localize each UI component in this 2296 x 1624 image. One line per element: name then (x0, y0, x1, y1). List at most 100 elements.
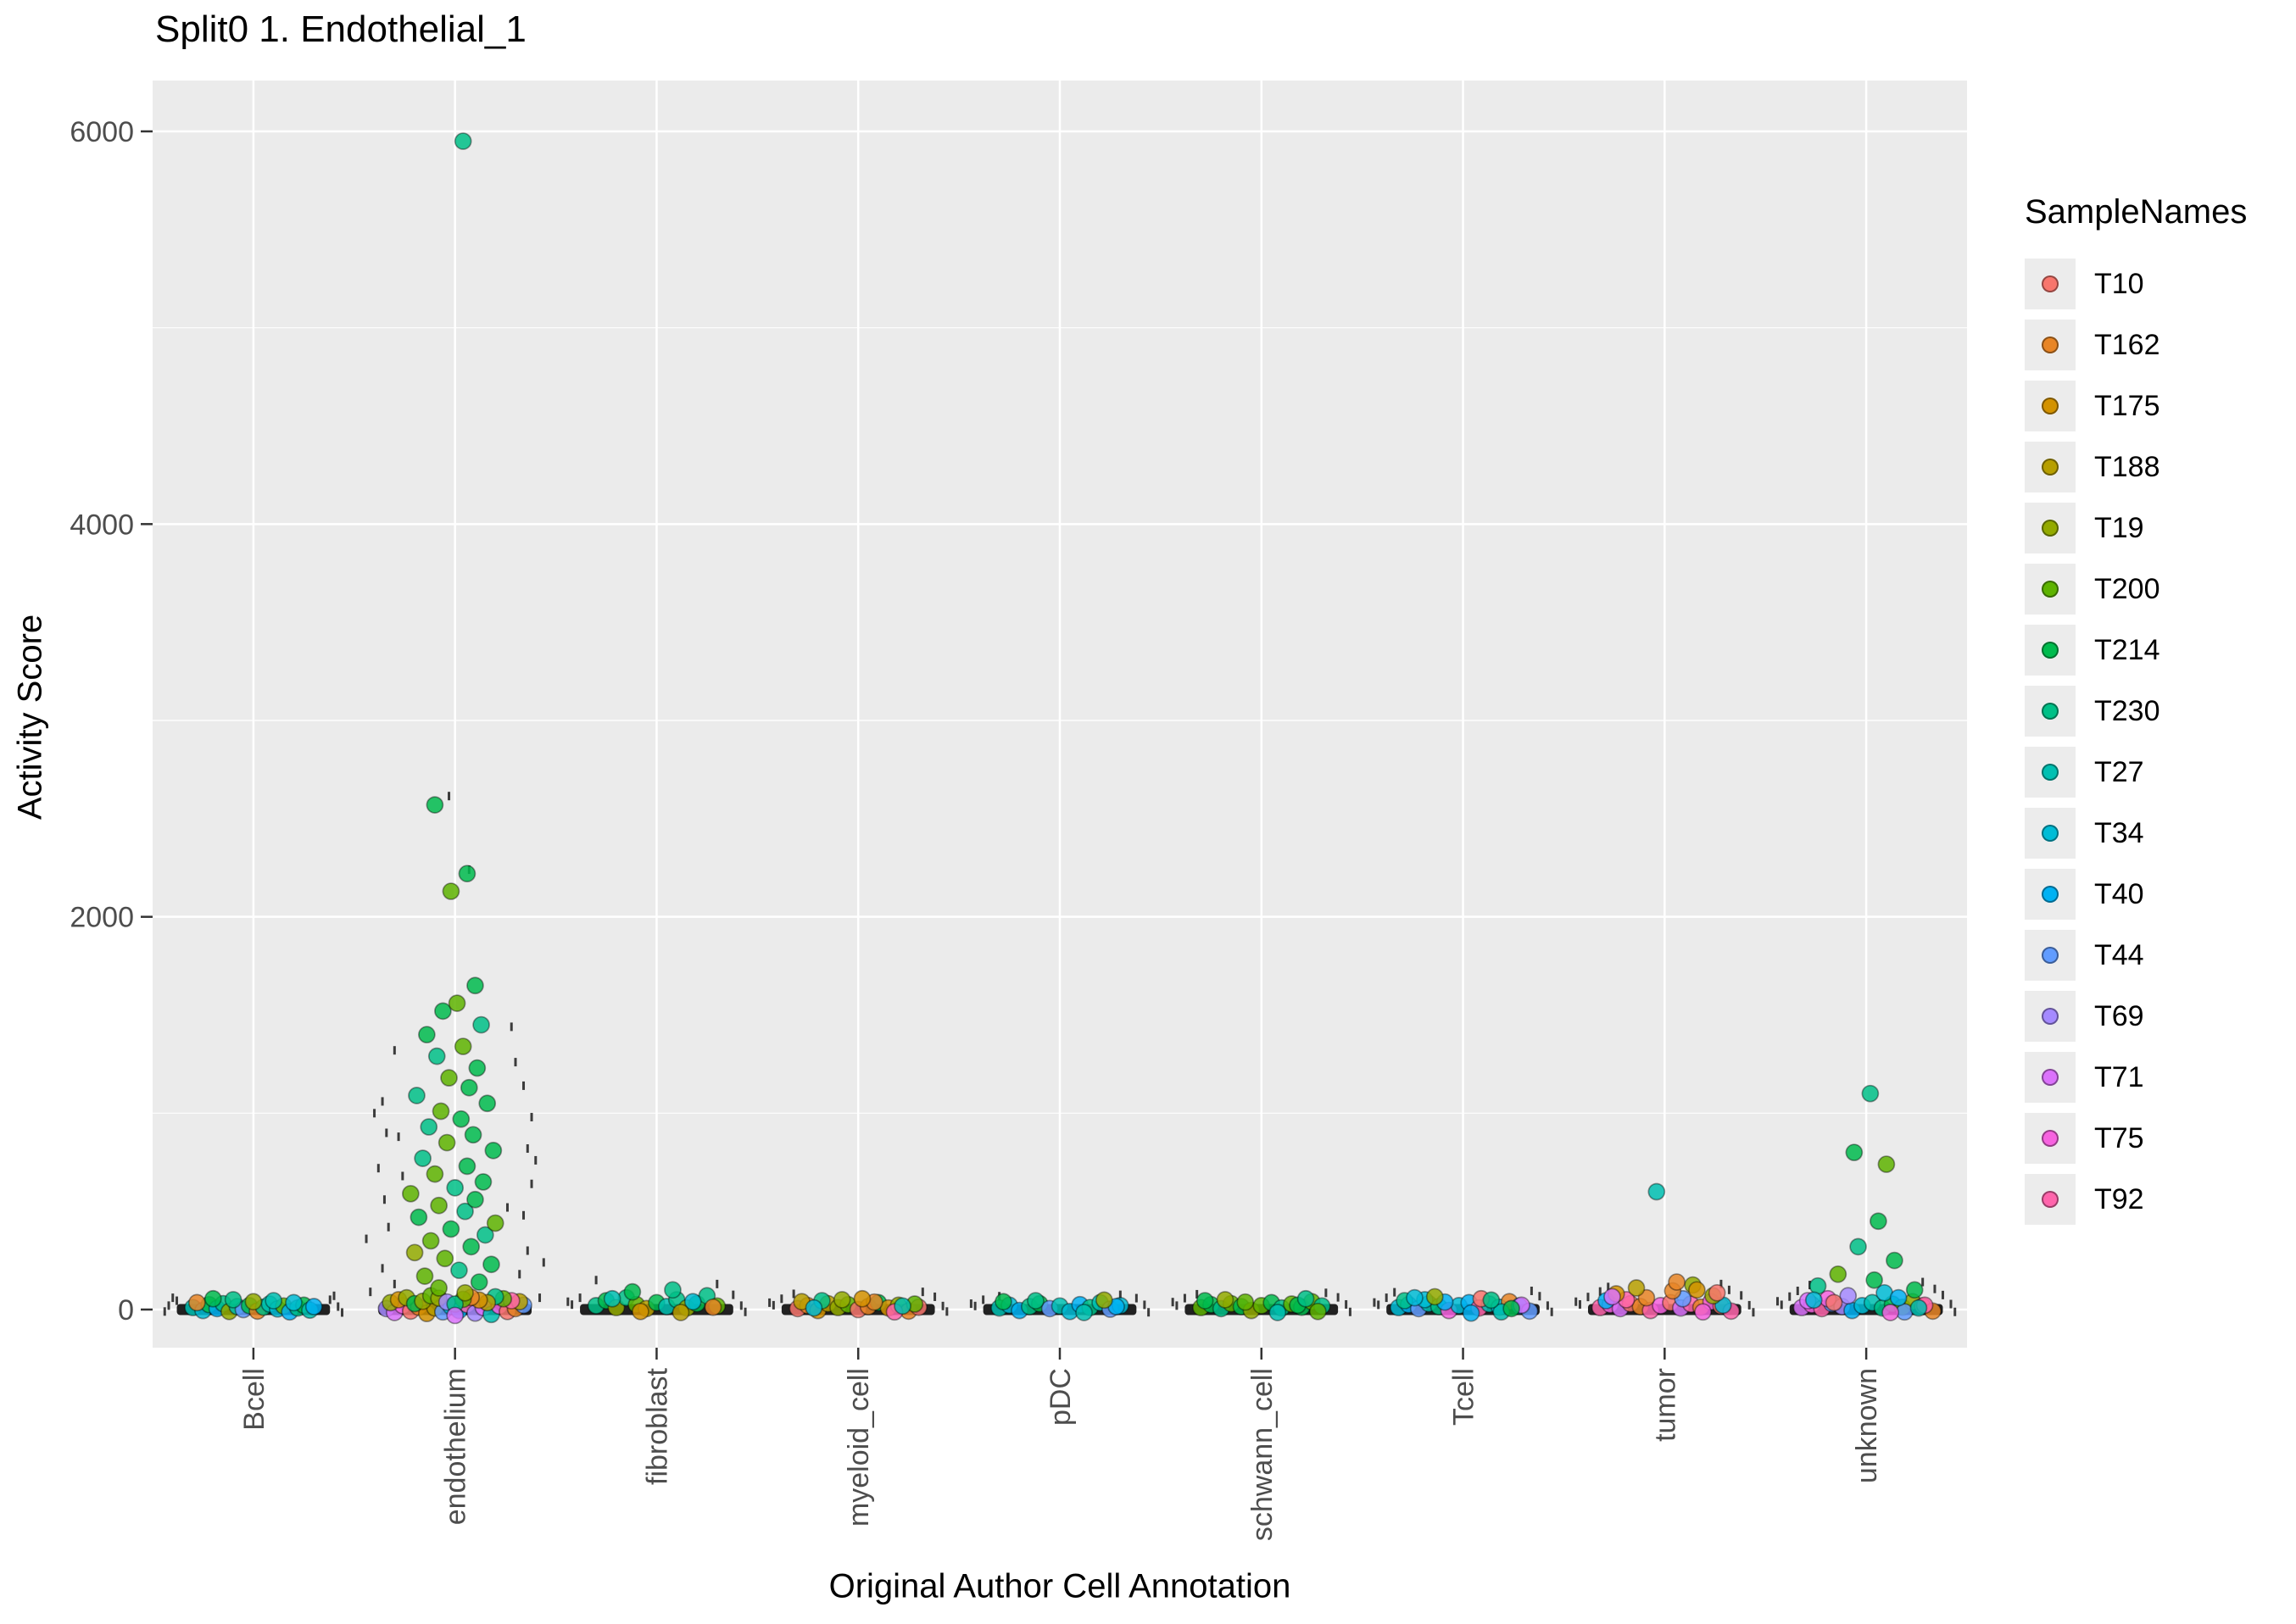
category-group-unknown (1775, 1084, 1957, 1321)
data-point (632, 1302, 649, 1321)
legend-item: T92 (2025, 1169, 2247, 1230)
legend-key (2025, 686, 2076, 737)
dash-point (1752, 1308, 1755, 1317)
dash-point (522, 1210, 526, 1220)
data-point (1425, 1288, 1444, 1306)
data-point (1216, 1291, 1234, 1309)
category-group-Tcell (1373, 1286, 1553, 1322)
data-point (421, 1232, 440, 1250)
legend-item-label: T75 (2094, 1121, 2144, 1154)
data-point (203, 1289, 222, 1308)
data-point (1296, 1289, 1315, 1308)
category-group-pDC (969, 1290, 1151, 1321)
legend-key (2025, 1052, 2076, 1103)
dash-point (1373, 1298, 1376, 1307)
dash-point (1727, 1285, 1730, 1294)
legend-item: T214 (2025, 620, 2247, 681)
dash-point (518, 1270, 521, 1279)
dash-point (1195, 1289, 1199, 1299)
data-point (1637, 1288, 1656, 1307)
legend-items: T10 T162 T175 T188 T19 T200 T214 T230 T27 T34 T40 T… (2025, 253, 2247, 1230)
data-point (1603, 1288, 1621, 1306)
data-point (420, 1118, 438, 1136)
data-point (426, 1165, 444, 1183)
dash-point (1171, 1298, 1174, 1307)
data-point (683, 1293, 702, 1311)
legend-key (2025, 747, 2076, 798)
dash-point (1377, 1300, 1380, 1310)
dash-point (505, 1203, 509, 1212)
x-tick-label: tumor (1649, 1368, 1681, 1442)
dash-point (1385, 1293, 1388, 1303)
legend-dot-icon (2042, 459, 2059, 476)
data-point (440, 1069, 458, 1087)
data-point (995, 1293, 1012, 1311)
legend-key (2025, 869, 2076, 920)
data-point (805, 1299, 823, 1317)
data-point (446, 1306, 465, 1325)
category-group-endothelium (365, 132, 545, 1325)
category-group-tumor (1574, 1182, 1755, 1321)
data-point (1268, 1304, 1287, 1321)
data-point (1647, 1182, 1666, 1201)
data-point (664, 1281, 682, 1299)
dash-point (921, 1288, 924, 1297)
dash-point (1336, 1293, 1340, 1302)
legend-item-label: T69 (2094, 999, 2144, 1032)
x-tick-label: myeloid_cell (843, 1368, 875, 1527)
data-point (1877, 1155, 1896, 1173)
dash-point (1933, 1284, 1937, 1293)
dash-point (945, 1307, 949, 1316)
data-point (1668, 1273, 1686, 1291)
dash-point (1788, 1292, 1792, 1301)
data-point (408, 1087, 426, 1104)
data-point (476, 1226, 494, 1244)
dash-point (163, 1307, 166, 1316)
data-point (1845, 1143, 1864, 1162)
category-group-myeloid_cell (768, 1288, 949, 1321)
data-point (285, 1293, 303, 1312)
data-point (454, 132, 472, 150)
data-point (623, 1282, 642, 1301)
legend-dot-icon (2042, 1130, 2059, 1147)
data-point (1095, 1291, 1113, 1310)
x-tick-label: endothelium (440, 1368, 472, 1525)
data-point (1195, 1292, 1214, 1310)
legend-item-label: T200 (2094, 572, 2160, 605)
legend-item: T188 (2025, 437, 2247, 498)
data-point (458, 1157, 476, 1176)
data-point (1027, 1292, 1045, 1310)
legend-title: SampleNames (2025, 193, 2248, 231)
dash-point (1183, 1293, 1186, 1303)
dash-point (376, 1164, 380, 1173)
legend-key (2025, 442, 2076, 492)
x-tick-label: unknown (1851, 1368, 1883, 1483)
dash-point (1345, 1299, 1348, 1309)
data-point (1870, 1212, 1887, 1231)
dash-point (1740, 1291, 1743, 1300)
data-point (1886, 1251, 1903, 1270)
dash-point (1147, 1308, 1151, 1317)
legend-item: T27 (2025, 742, 2247, 803)
dash-point (1175, 1301, 1179, 1310)
legend-dot-icon (2042, 1069, 2059, 1086)
dash-point (1134, 1293, 1138, 1303)
legend-dot-icon (2042, 1008, 2059, 1025)
data-point (470, 1273, 488, 1291)
data-point (430, 1279, 448, 1297)
data-point (1075, 1304, 1093, 1321)
data-point (432, 1102, 450, 1121)
dash-point (514, 1058, 517, 1067)
y-tick-label: 4000 (70, 509, 134, 541)
legend-item-label: T92 (2094, 1182, 2144, 1215)
x-tick-label: schwann_cell (1246, 1368, 1279, 1541)
dash-point (768, 1298, 772, 1307)
data-point (224, 1291, 242, 1309)
data-point (458, 865, 476, 883)
legend-item: T19 (2025, 498, 2247, 559)
dash-point (530, 1179, 533, 1188)
legend-item: T75 (2025, 1108, 2247, 1169)
data-point (1694, 1303, 1712, 1321)
